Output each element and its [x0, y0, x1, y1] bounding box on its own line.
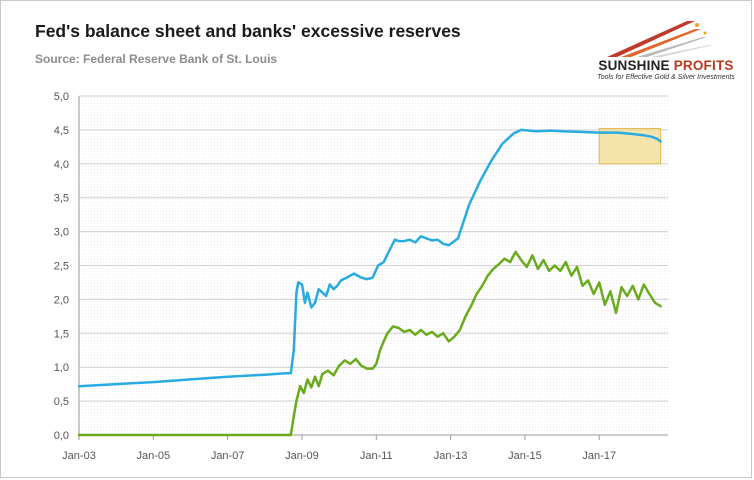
logo-tagline: Tools for Effective Gold & Silver Invest… [597, 74, 735, 81]
x-tick-label: Jan-05 [137, 450, 171, 462]
y-tick-label: 0,5 [54, 396, 69, 408]
chart-source: Source: Federal Reserve Bank of St. Loui… [35, 52, 278, 66]
y-tick-label: 1,5 [54, 328, 69, 340]
y-tick-label: 5,0 [54, 91, 69, 103]
x-tick-label: Jan-11 [360, 450, 393, 462]
y-tick-label: 3,0 [54, 227, 69, 239]
x-tick-label: Jan-13 [434, 450, 468, 462]
y-tick-label: 4,5 [54, 125, 69, 137]
y-tick-label: 0,0 [54, 430, 69, 442]
x-tick-label: Jan-15 [508, 450, 542, 462]
x-tick-label: Jan-03 [62, 450, 96, 462]
y-tick-label: 4,0 [54, 159, 69, 171]
logo-name-part1: SUNSHINE [598, 58, 670, 73]
x-tick-label: Jan-07 [211, 450, 245, 462]
logo-name-part2: PROFITS [669, 58, 734, 73]
y-tick-label: 2,0 [54, 294, 69, 306]
x-tick-label: Jan-09 [285, 450, 319, 462]
plot-area: 0,0 0,5 1,0 1,5 2,0 2,5 3,0 3,5 4,0 4,5 5,0 Jan-03 J… [54, 91, 668, 462]
logo-swoosh-icon [607, 21, 713, 57]
sunshine-profits-logo: SUNSHINE PROFITS Tools for Effective Gol… [591, 17, 741, 87]
logo-name: SUNSHINE PROFITS [591, 58, 741, 73]
chart-title: Fed's balance sheet and banks' excessive… [35, 21, 461, 41]
series-line-excess-reserves [77, 250, 662, 437]
series-line-balance-sheet [77, 128, 662, 388]
highlight-box [598, 128, 662, 165]
y-tick-label: 3,5 [54, 193, 69, 205]
y-tick-label: 2,5 [54, 261, 69, 273]
y-tick-label: 1,0 [54, 362, 69, 374]
x-tick-label: Jan-17 [582, 450, 616, 462]
